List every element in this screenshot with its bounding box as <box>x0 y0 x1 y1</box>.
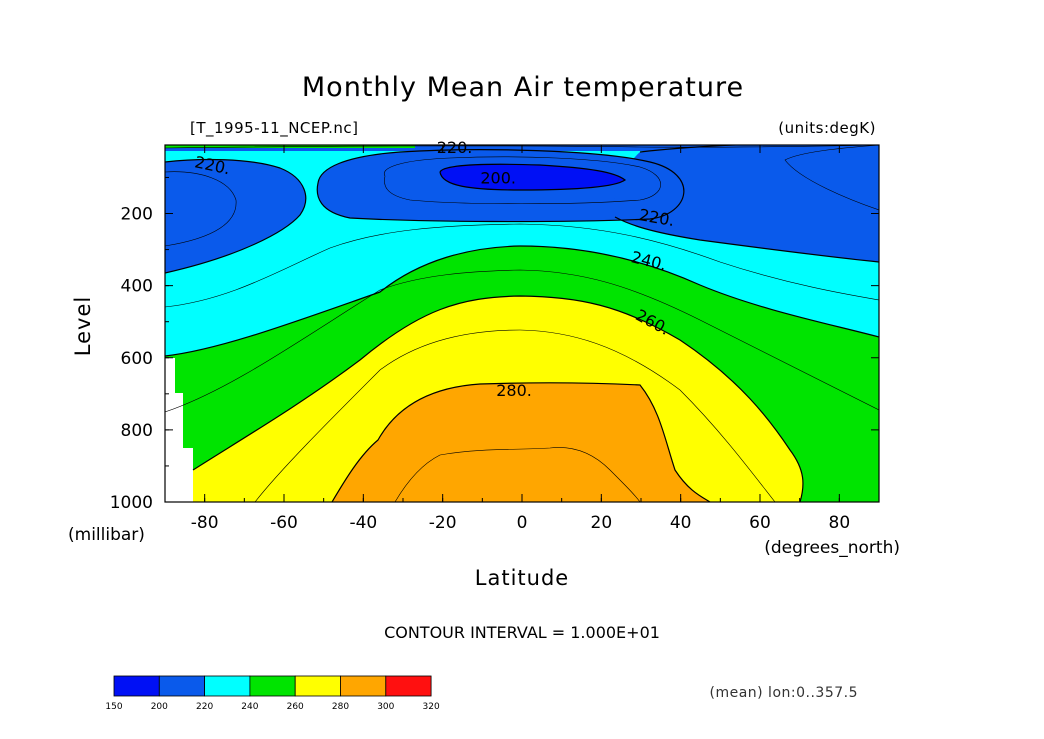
colorbar-swatch <box>385 675 432 697</box>
colorbar-label: 280 <box>332 702 349 712</box>
contour-220-tropics <box>316 149 685 223</box>
contour-280 <box>331 382 711 502</box>
contour-240 <box>165 245 879 357</box>
contour-220-north <box>639 145 879 153</box>
region-200-220-north <box>613 145 879 262</box>
contour-210-south <box>165 171 237 247</box>
x-tick-label: -80 <box>191 513 219 533</box>
contour-200 <box>439 163 627 191</box>
region-190-200-core <box>440 164 625 190</box>
contour-210-north <box>784 145 879 211</box>
region-280-300 <box>332 382 710 502</box>
colorbar-swatch <box>204 675 251 697</box>
colorbar-swatch <box>113 675 160 697</box>
colorbar-swatch <box>249 675 296 697</box>
chart-title: Monthly Mean Air temperature <box>302 72 744 103</box>
colorbar-swatch <box>340 675 387 697</box>
contour-interval-label: CONTOUR INTERVAL = 1.000E+01 <box>384 623 660 642</box>
contour-260 <box>192 295 804 502</box>
colorbar-label: 200 <box>151 702 168 712</box>
x-tick-label: 60 <box>749 513 771 533</box>
colorbar-label: 220 <box>196 702 213 712</box>
y-axis-label: Level <box>71 296 95 356</box>
y-units-label: (millibar) <box>68 525 145 545</box>
averaging-summary-label: (mean) lon:0..357.5 <box>709 685 858 701</box>
missing-data-region <box>165 358 193 502</box>
contour-220-north-lower <box>614 216 879 263</box>
colorbar-label: 260 <box>287 702 304 712</box>
x-tick-label: -40 <box>349 513 377 533</box>
y-tick-label: 800 <box>121 421 153 441</box>
x-tick-label: 80 <box>829 513 851 533</box>
y-tick-label: 400 <box>121 277 153 297</box>
contour-label: 220. <box>437 138 473 157</box>
colorbar-swatch <box>294 675 341 697</box>
x-tick-label: 40 <box>670 513 692 533</box>
contour-label: 280. <box>496 381 532 400</box>
x-tick-label: -60 <box>270 513 298 533</box>
contour-top-stripe <box>165 145 879 149</box>
x-axis-label: Latitude <box>475 566 569 590</box>
y-tick-label: 200 <box>121 205 153 225</box>
x-tick-label: 20 <box>591 513 613 533</box>
contour-220-south <box>165 158 307 274</box>
contour-210-tropics <box>383 156 661 205</box>
contour-290 <box>394 447 641 502</box>
x-tick-label: -20 <box>429 513 457 533</box>
contour-label: 200. <box>480 168 516 187</box>
colorbar-label: 240 <box>241 702 258 712</box>
contour-230 <box>165 223 879 308</box>
x-tick-label: 0 <box>517 513 528 533</box>
colorbar-swatch <box>158 675 206 697</box>
region-200-220-south <box>165 159 306 273</box>
colorbar-label: 300 <box>377 702 394 712</box>
contour-250 <box>165 269 879 413</box>
colorbar-label: 320 <box>423 702 440 712</box>
y-tick-label: 600 <box>121 349 153 369</box>
file-label: [T_1995-11_NCEP.nc] <box>190 119 358 138</box>
colorbar-label: 150 <box>105 702 122 712</box>
contour-270 <box>254 329 776 502</box>
y-tick-label: 1000 <box>110 493 153 513</box>
x-units-label: (degrees_north) <box>764 538 900 558</box>
units-label: (units:degK) <box>778 119 876 137</box>
colorbar: 150 200 220 240 260 280 300 320 <box>105 675 440 712</box>
